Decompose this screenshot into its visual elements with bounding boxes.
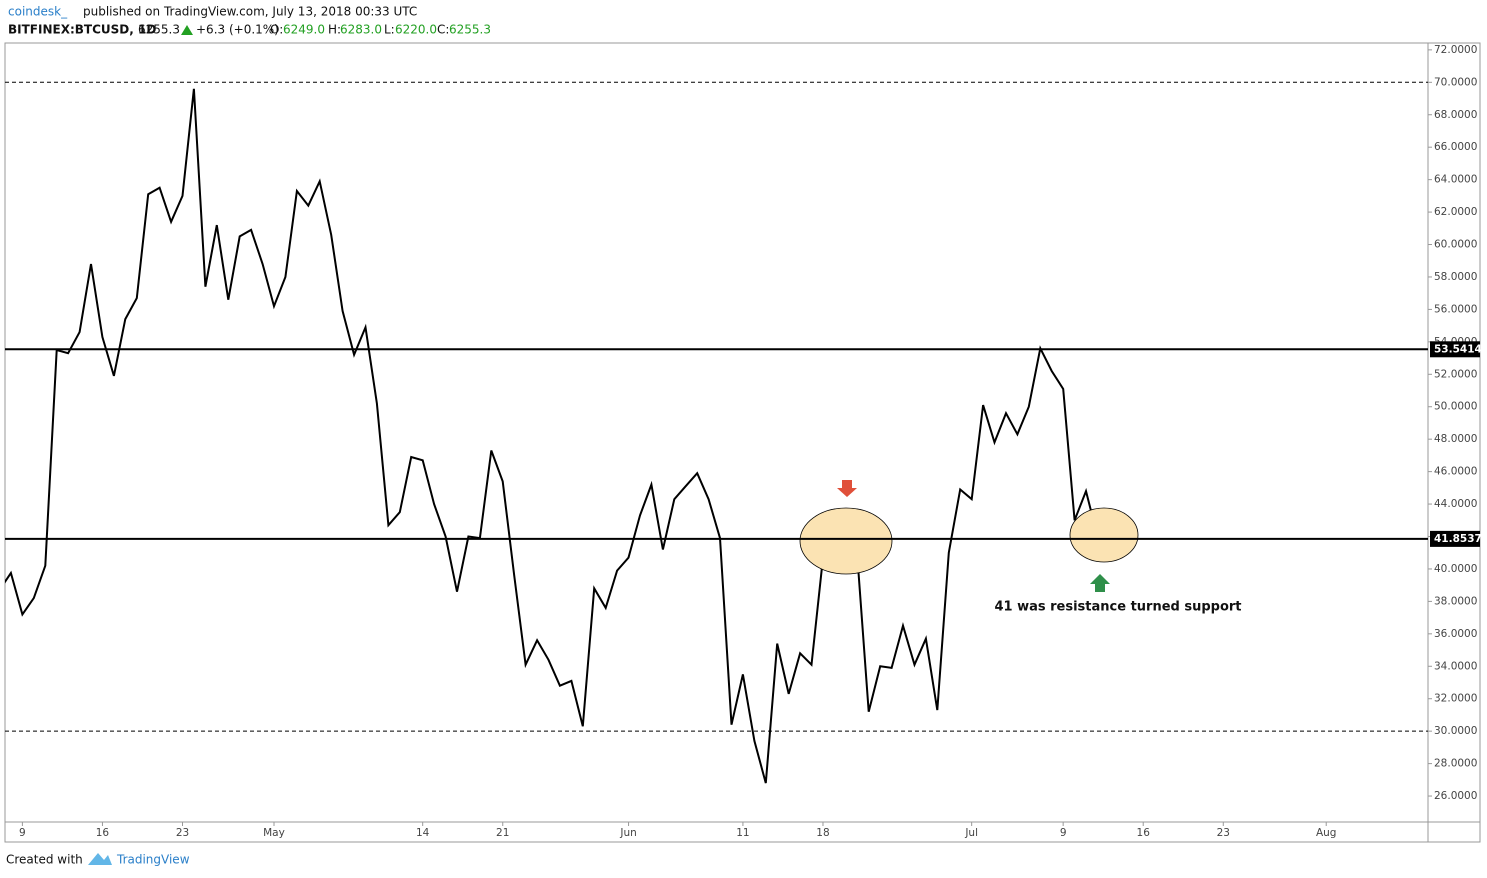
y-tick-label: 26.0000 (1434, 790, 1477, 802)
up-arrow (1090, 574, 1110, 592)
y-tick-label: 48.0000 (1434, 433, 1477, 445)
high-label: H: (328, 23, 341, 37)
x-tick-label: 23 (1217, 827, 1230, 839)
x-tick-label: Aug (1316, 827, 1337, 839)
published: published on TradingView.com, July 13, 2… (83, 5, 417, 19)
y-tick-label: 40.0000 (1434, 563, 1477, 575)
close: 6255.3 (449, 23, 491, 37)
y-tick-label: 36.0000 (1434, 628, 1477, 640)
x-tick-label: Jun (619, 827, 636, 839)
level-label: 53.5414 (1434, 343, 1482, 355)
open-label: O: (270, 23, 283, 37)
annotation: 41 was resistance turned support (994, 600, 1241, 615)
y-tick-label: 68.0000 (1434, 109, 1477, 121)
down-arrow (837, 480, 857, 497)
x-tick-label: 9 (1060, 827, 1067, 839)
y-tick-label: 72.0000 (1434, 44, 1477, 56)
level-badge (1430, 341, 1480, 358)
change: +6.3 (+0.1%) (196, 23, 279, 37)
low: 6220.0 (395, 23, 437, 37)
author[interactable]: coindesk_ (8, 5, 68, 19)
y-tick-label: 50.0000 (1434, 401, 1477, 413)
highlight (799, 507, 893, 575)
y-tick-label: 30.0000 (1434, 725, 1477, 737)
x-tick-label: 14 (416, 827, 430, 839)
symbol: BITFINEX:BTCUSD, 1D (8, 23, 156, 37)
y-tick-label: 70.0000 (1434, 76, 1477, 88)
x-tick-label: May (263, 827, 285, 839)
y-tick-label: 44.0000 (1434, 498, 1477, 510)
y-tick-label: 34.0000 (1434, 660, 1477, 672)
y-tick-label: 28.0000 (1434, 758, 1477, 770)
y-tick-label: 62.0000 (1434, 206, 1477, 218)
x-tick-label: 16 (1137, 827, 1151, 839)
y-tick-label: 52.0000 (1434, 368, 1477, 380)
y-tick-label: 66.0000 (1434, 141, 1477, 153)
tv-logo (88, 853, 112, 865)
y-tick-label: 32.0000 (1434, 693, 1477, 705)
brand[interactable]: TradingView (116, 853, 190, 867)
y-tick-label: 56.0000 (1434, 303, 1477, 315)
x-tick-label: 9 (19, 827, 26, 839)
level-badge (1430, 530, 1480, 547)
x-tick-label: Jul (964, 827, 978, 839)
x-tick-label: 11 (736, 827, 749, 839)
close-label: C: (437, 23, 449, 37)
x-tick-label: 16 (96, 827, 110, 839)
y-tick-label: 46.0000 (1434, 466, 1477, 478)
x-tick-label: 23 (176, 827, 189, 839)
x-tick-label: 21 (496, 827, 509, 839)
y-tick-label: 38.0000 (1434, 595, 1477, 607)
price-line (5, 88, 1110, 784)
y-tick-label: 58.0000 (1434, 271, 1477, 283)
highlight (1069, 507, 1139, 563)
created-with: Created with (6, 853, 83, 867)
level-label: 41.8537 (1434, 533, 1482, 545)
high: 6283.0 (340, 23, 382, 37)
x-tick-label: 18 (816, 827, 829, 839)
frame (4, 42, 1481, 843)
y-tick-label: 64.0000 (1434, 174, 1477, 186)
open: 6249.0 (283, 23, 325, 37)
low-label: L: (384, 23, 395, 37)
up-arrow (181, 25, 193, 35)
y-tick-label: 60.0000 (1434, 239, 1477, 251)
last-price: 6255.3 (138, 23, 180, 37)
